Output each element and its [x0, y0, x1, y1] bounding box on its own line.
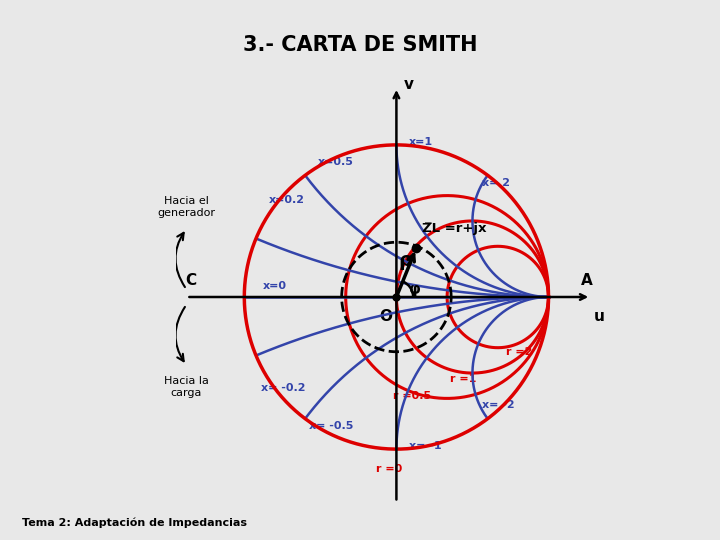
Text: x=0.2: x=0.2	[269, 195, 305, 205]
Text: x= 2: x= 2	[482, 178, 510, 188]
Text: x=0: x=0	[263, 281, 287, 292]
Text: C: C	[186, 273, 197, 288]
Text: x=1: x=1	[408, 137, 433, 147]
Text: x= -1: x= -1	[408, 441, 441, 451]
Text: Hacia el
generador: Hacia el generador	[158, 197, 215, 218]
Text: u: u	[594, 309, 605, 324]
Text: Tema 2: Adaptación de Impedancias: Tema 2: Adaptación de Impedancias	[22, 518, 246, 528]
Text: r =1: r =1	[450, 374, 477, 384]
Text: r =0: r =0	[376, 464, 402, 474]
Text: v: v	[404, 77, 414, 92]
Text: x=0.5: x=0.5	[318, 157, 354, 167]
Text: Hacia la
carga: Hacia la carga	[164, 376, 209, 397]
Text: r =2: r =2	[506, 347, 532, 357]
FancyArrowPatch shape	[176, 307, 185, 361]
Text: O: O	[379, 309, 392, 324]
Text: φ: φ	[409, 282, 420, 297]
Text: ρ: ρ	[398, 251, 413, 269]
Text: x= -0.2: x= -0.2	[261, 383, 305, 393]
Text: 3.- CARTA DE SMITH: 3.- CARTA DE SMITH	[243, 35, 477, 55]
Text: A: A	[580, 273, 593, 288]
Text: x= -2: x= -2	[482, 400, 514, 410]
Text: Z̅L =r+jx: Z̅L =r+jx	[422, 221, 487, 235]
Text: r =0.5: r =0.5	[392, 391, 431, 401]
Text: x= -0.5: x= -0.5	[310, 421, 354, 431]
FancyArrowPatch shape	[176, 233, 185, 287]
